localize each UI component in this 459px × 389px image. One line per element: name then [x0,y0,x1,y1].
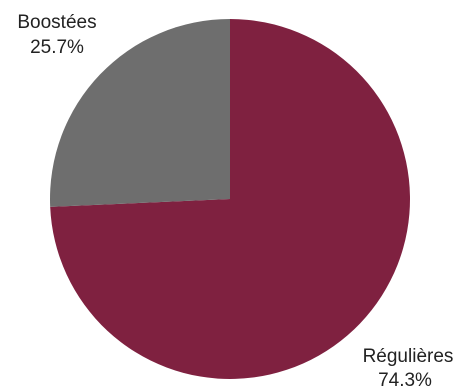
slice-label-regulieres: Régulières [363,346,454,367]
pie-slice-boostees [50,19,230,207]
pie-slices [50,19,411,379]
pie-slice-regulieres [50,19,411,379]
slice-value-regulieres: 74.3% [378,370,432,389]
slice-label-boostees: Boostées [17,12,96,33]
pie-labels: Régulières 74.3% Boostées 25.7% [17,12,453,389]
slice-value-boostees: 25.7% [30,37,84,58]
